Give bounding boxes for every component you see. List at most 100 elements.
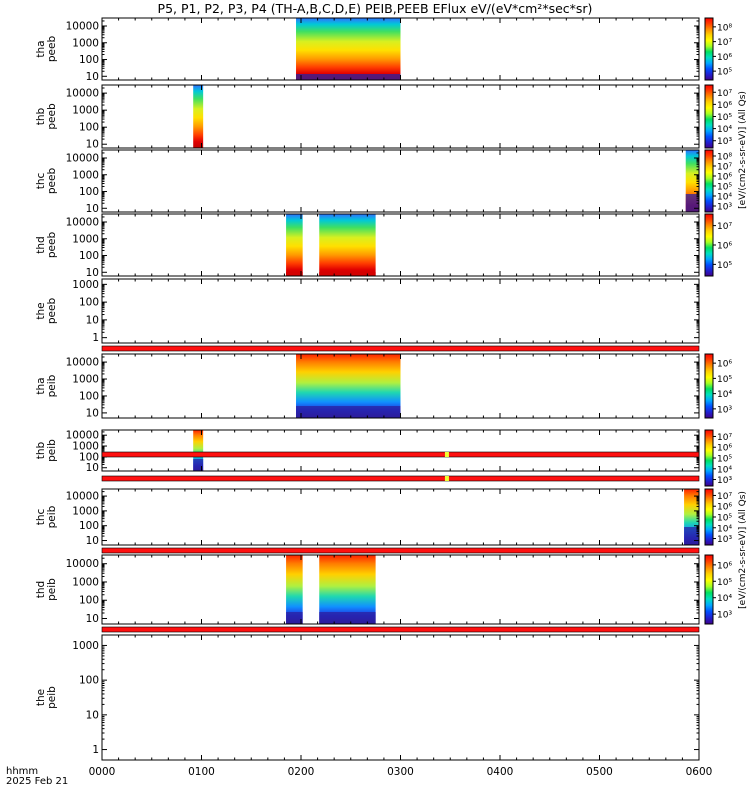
panel-frame xyxy=(101,554,700,625)
quality-bar xyxy=(101,626,700,633)
panel-ylabel: peeb xyxy=(46,298,58,325)
colorbar-tick-label: 10⁷ xyxy=(717,163,732,173)
y-tick-label: 10 xyxy=(86,462,99,474)
y-tick-label: 10 xyxy=(86,203,99,215)
y-tick-label: 1000 xyxy=(72,441,99,453)
colorbar-tick-label: 10⁴ xyxy=(717,524,732,534)
quality-flag xyxy=(444,476,449,481)
y-tick-label: 10000 xyxy=(66,88,99,100)
y-tick-label: 10 xyxy=(86,709,99,721)
x-tick-label: 0100 xyxy=(188,766,215,778)
colorbar-tick-label: 10⁴ xyxy=(717,125,732,135)
low-count-band xyxy=(685,194,699,212)
colorbar-tick-label: 10⁶ xyxy=(717,360,732,370)
panel-frame xyxy=(101,149,700,213)
low-count-band xyxy=(296,74,401,80)
panel-thb_peeb: 10 100 1000 10000 thb peeb 10⁷ 10⁶ 10⁵ 10⁴ 10³ xyxy=(35,84,732,151)
panel-the_peib: 1 10 100 1000 the peib xyxy=(35,634,700,761)
colorbar xyxy=(704,353,714,419)
colorbar-tick-label: 10⁷ xyxy=(717,433,732,443)
colorbar-units-label: [eV/(cm2-s-sr-eV)] (All Qs) xyxy=(738,491,748,609)
colorbar-tick-label: 10⁶ xyxy=(717,101,732,111)
y-tick-label: 10 xyxy=(86,71,99,83)
x-tick-label: 0600 xyxy=(686,766,713,778)
colorbar-tick-label: 10⁶ xyxy=(717,444,732,454)
x-tick-label: 0000 xyxy=(89,766,116,778)
y-tick-label: 10 xyxy=(86,139,99,151)
low-energy-band xyxy=(286,272,303,276)
y-tick-label: 1 xyxy=(92,332,99,344)
low-count-band xyxy=(319,612,376,624)
colorbar xyxy=(704,488,714,546)
y-tick-label: 10000 xyxy=(66,558,99,570)
panel-frame xyxy=(101,213,700,277)
y-tick-label: 100 xyxy=(79,122,99,134)
panel-thd_peib: 10 100 1000 10000 thd peib 10⁶ 10⁵ 10⁴ 10³ xyxy=(35,554,732,625)
quality-bar xyxy=(101,475,700,482)
colorbar-tick-label: 10³ xyxy=(717,137,732,147)
colorbar-tick-label: 10⁷ xyxy=(717,89,732,99)
colorbar-tick-label: 10³ xyxy=(717,611,732,621)
colorbar xyxy=(704,84,714,149)
y-tick-label: 10 xyxy=(86,613,99,625)
x-tick-label: 0500 xyxy=(586,766,613,778)
colorbar-tick-label: 10³ xyxy=(717,405,732,415)
date-label: 2025 Feb 21 xyxy=(6,776,69,787)
colorbar-tick-label: 10³ xyxy=(717,476,732,486)
colorbar-tick-label: 10⁵ xyxy=(717,578,732,588)
spectrogram-block xyxy=(319,214,376,276)
y-tick-label: 100 xyxy=(79,451,99,463)
y-tick-label: 10 xyxy=(86,314,99,326)
spectrogram-block xyxy=(286,555,303,624)
panel-ylabel: peib xyxy=(46,439,58,462)
colorbar-tick-label: 10⁶ xyxy=(717,242,732,252)
colorbar xyxy=(704,17,714,81)
y-tick-label: 100 xyxy=(79,595,99,607)
colorbar-tick-label: 10⁷ xyxy=(717,222,732,232)
colorbar-tick-label: 10⁸ xyxy=(717,153,732,163)
colorbar-tick-label: 10⁷ xyxy=(717,38,732,48)
panel-ylabel: the xyxy=(35,302,47,319)
panel-ylabel: peeb xyxy=(46,232,58,259)
y-tick-label: 1000 xyxy=(72,105,99,117)
low-count-band xyxy=(296,406,401,418)
low-count-band xyxy=(286,612,303,624)
panel-ylabel: peib xyxy=(46,505,58,528)
y-tick-label: 100 xyxy=(79,186,99,198)
colorbar xyxy=(704,554,714,625)
panel-frame xyxy=(101,429,700,472)
panel-ylabel: thc xyxy=(35,509,47,526)
quality-bar xyxy=(101,345,700,352)
colorbar-tick-label: 10⁵ xyxy=(717,261,732,271)
y-tick-label: 1000 xyxy=(72,37,99,49)
panel-tha_peib: 10 100 1000 10000 tha peib 10⁶ 10⁵ 10⁴ 10³ xyxy=(35,353,732,419)
y-tick-label: 1000 xyxy=(72,640,99,652)
panel-ylabel: peib xyxy=(46,578,58,601)
colorbar-tick-label: 10⁶ xyxy=(717,173,732,183)
colorbar-tick-label: 10³ xyxy=(717,535,732,545)
x-axis-label: hhmm xyxy=(6,766,39,777)
panel-ylabel: peeb xyxy=(46,36,58,63)
y-tick-label: 1000 xyxy=(72,279,99,291)
panel-ylabel: thd xyxy=(35,581,47,598)
panel-frame xyxy=(101,634,700,761)
panel-frame xyxy=(101,278,700,344)
colorbar-units-label: [eV/(cm2-s-sr-eV)] (All Qs) xyxy=(738,91,748,209)
panel-ylabel: tha xyxy=(35,377,47,394)
panel-ylabel: thb xyxy=(35,107,47,125)
y-tick-label: 100 xyxy=(79,297,99,309)
panel-the_peeb: 1 10 100 1000 the peeb xyxy=(35,278,700,344)
y-tick-label: 1000 xyxy=(72,169,99,181)
colorbar xyxy=(704,149,714,213)
panel-ylabel: thd xyxy=(35,236,47,253)
y-tick-label: 1000 xyxy=(72,233,99,245)
panel-ylabel: tha xyxy=(35,40,47,57)
y-tick-label: 10000 xyxy=(66,20,99,32)
x-tick-label: 0200 xyxy=(288,766,315,778)
quality-bar xyxy=(101,451,700,458)
